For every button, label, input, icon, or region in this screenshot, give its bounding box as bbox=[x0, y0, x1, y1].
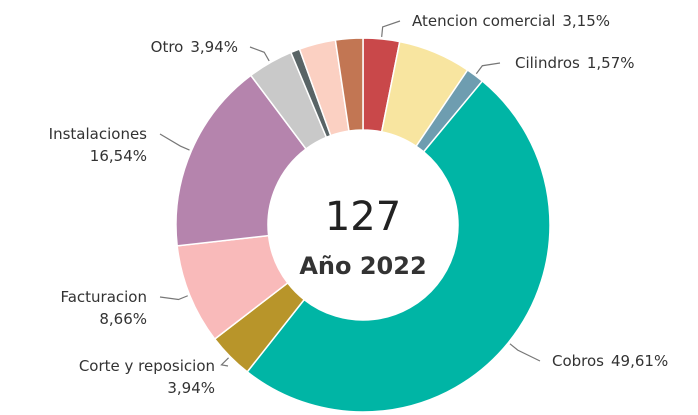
slice-name: Facturacion bbox=[60, 288, 147, 306]
slice-value: 3,15% bbox=[562, 12, 610, 30]
slice-name: Atencion comercial bbox=[412, 12, 555, 30]
leader-line bbox=[159, 295, 188, 301]
slice-name: Corte y reposicion bbox=[79, 357, 215, 375]
slice-name: Instalaciones bbox=[49, 125, 148, 143]
leader-line bbox=[249, 46, 270, 62]
donut-segment bbox=[334, 37, 364, 132]
slice-value: 1,57% bbox=[587, 54, 635, 72]
slice-value: 49,61% bbox=[611, 352, 668, 370]
slice-label: Instalaciones 16,54% bbox=[49, 125, 148, 165]
slice-label: Corte y reposicion 3,94% bbox=[79, 357, 215, 397]
slice-label: Facturacion 8,66% bbox=[60, 288, 147, 328]
center-label: Año 2022 bbox=[299, 252, 426, 280]
leader-line bbox=[220, 357, 229, 367]
center-value: 127 bbox=[325, 194, 401, 240]
leader-line bbox=[475, 62, 501, 75]
slice-name: Otro bbox=[151, 38, 184, 56]
donut-segment bbox=[175, 74, 308, 247]
slice-value: 3,94% bbox=[190, 38, 238, 56]
slice-name: Cobros bbox=[552, 352, 604, 370]
leader-line bbox=[381, 20, 401, 37]
slice-label: Cilindros 1,57% bbox=[515, 54, 635, 72]
donut-segment bbox=[246, 79, 551, 413]
slice-value: 16,54% bbox=[90, 147, 147, 165]
slice-label: Atencion comercial 3,15% bbox=[412, 12, 610, 30]
slice-name: Cilindros bbox=[515, 54, 580, 72]
slice-value: 3,94% bbox=[167, 379, 215, 397]
slice-label: Cobros 49,61% bbox=[552, 352, 668, 370]
slice-label: Otro 3,94% bbox=[151, 38, 238, 56]
leader-line bbox=[159, 133, 190, 151]
slice-value: 8,66% bbox=[99, 310, 147, 328]
leader-line bbox=[509, 343, 541, 362]
